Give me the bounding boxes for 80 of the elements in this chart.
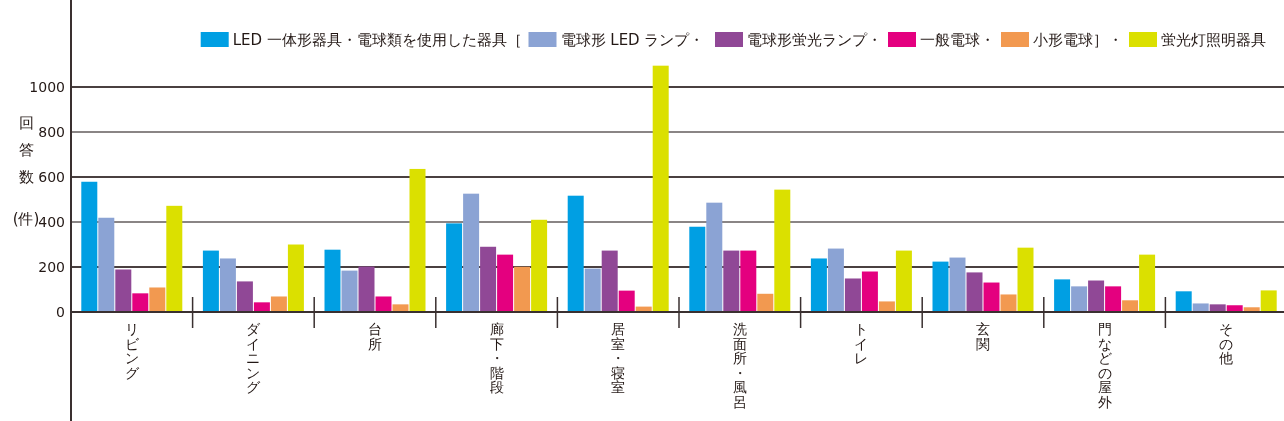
bar bbox=[409, 168, 426, 312]
x-tick-label: 門などの屋外 bbox=[1097, 321, 1112, 410]
bar bbox=[202, 250, 219, 312]
x-tick-label: 洗面所・風呂 bbox=[732, 321, 747, 410]
y-tick-label: 600 bbox=[38, 168, 65, 185]
bar bbox=[324, 249, 341, 312]
bar bbox=[567, 195, 584, 312]
bar bbox=[949, 257, 966, 312]
bar bbox=[132, 293, 149, 312]
bar bbox=[98, 217, 115, 312]
bar bbox=[375, 296, 392, 312]
legend-label: 一般電球・ bbox=[920, 31, 995, 50]
legend-label: 小形電球］・ bbox=[1033, 31, 1123, 50]
legend-label: 電球形 LED ランプ・ bbox=[560, 31, 705, 50]
bar bbox=[895, 250, 912, 312]
bar bbox=[270, 296, 287, 312]
x-tick-label: トイレ bbox=[854, 321, 869, 366]
x-tick-label: 廊下・階段 bbox=[489, 321, 504, 395]
bar bbox=[1000, 294, 1017, 312]
bar bbox=[463, 193, 480, 312]
legend-label: 蛍光灯照明器具 bbox=[1161, 31, 1266, 50]
bar bbox=[1192, 303, 1209, 312]
bar bbox=[1105, 286, 1122, 312]
legend-label: 電球形蛍光ランプ・ bbox=[747, 31, 882, 50]
bar bbox=[1071, 286, 1088, 312]
bar bbox=[844, 278, 861, 312]
bar bbox=[497, 254, 514, 312]
text: 回答数(件) bbox=[12, 114, 40, 228]
bar bbox=[601, 250, 618, 312]
bar bbox=[774, 189, 791, 312]
bar bbox=[446, 223, 463, 312]
x-tick-label: リビング bbox=[124, 321, 140, 381]
bar bbox=[1088, 280, 1105, 312]
x-tick-label: ダイニング bbox=[246, 321, 262, 395]
bar bbox=[584, 268, 601, 312]
bar bbox=[531, 219, 548, 312]
bar bbox=[810, 258, 827, 312]
bar bbox=[757, 293, 774, 312]
x-tick-label: 玄関 bbox=[976, 321, 990, 352]
bar bbox=[983, 282, 1000, 312]
bar bbox=[861, 271, 878, 312]
bar bbox=[966, 272, 983, 312]
bar bbox=[689, 226, 706, 312]
bar bbox=[827, 248, 844, 312]
y-tick-label: 200 bbox=[38, 258, 65, 275]
x-tick-label: 台所 bbox=[368, 321, 382, 352]
bar bbox=[341, 270, 358, 312]
bar bbox=[723, 250, 740, 312]
bar bbox=[287, 244, 304, 312]
bar bbox=[219, 258, 236, 312]
bar bbox=[115, 269, 132, 312]
bar bbox=[1122, 300, 1139, 312]
bar bbox=[514, 266, 531, 312]
bar bbox=[1209, 304, 1226, 312]
legend-label: LED 一体形器具・電球類を使用した器具［ bbox=[232, 31, 522, 50]
bar bbox=[652, 65, 669, 312]
bar bbox=[932, 261, 949, 312]
bar bbox=[358, 266, 375, 312]
y-tick-label: 400 bbox=[38, 213, 65, 230]
bar bbox=[740, 250, 757, 312]
bar bbox=[166, 205, 183, 312]
bar bbox=[1017, 247, 1034, 312]
bar bbox=[149, 287, 166, 312]
bar bbox=[878, 301, 895, 312]
bar bbox=[1175, 291, 1192, 312]
bar bbox=[1139, 254, 1156, 312]
bar bbox=[1054, 279, 1071, 312]
bar bbox=[81, 181, 98, 312]
bar bbox=[253, 302, 270, 312]
bar bbox=[1260, 290, 1277, 312]
y-tick-label: 0 bbox=[56, 303, 65, 320]
bar bbox=[618, 290, 635, 312]
x-tick-label: 居室・寝室 bbox=[611, 321, 626, 395]
bar bbox=[236, 281, 253, 312]
bar bbox=[480, 246, 497, 312]
y-tick-label: 800 bbox=[38, 123, 65, 140]
bar bbox=[392, 304, 409, 312]
x-tick-label: その他 bbox=[1219, 321, 1234, 366]
bar bbox=[706, 202, 723, 312]
y-tick-label: 1000 bbox=[29, 78, 65, 95]
